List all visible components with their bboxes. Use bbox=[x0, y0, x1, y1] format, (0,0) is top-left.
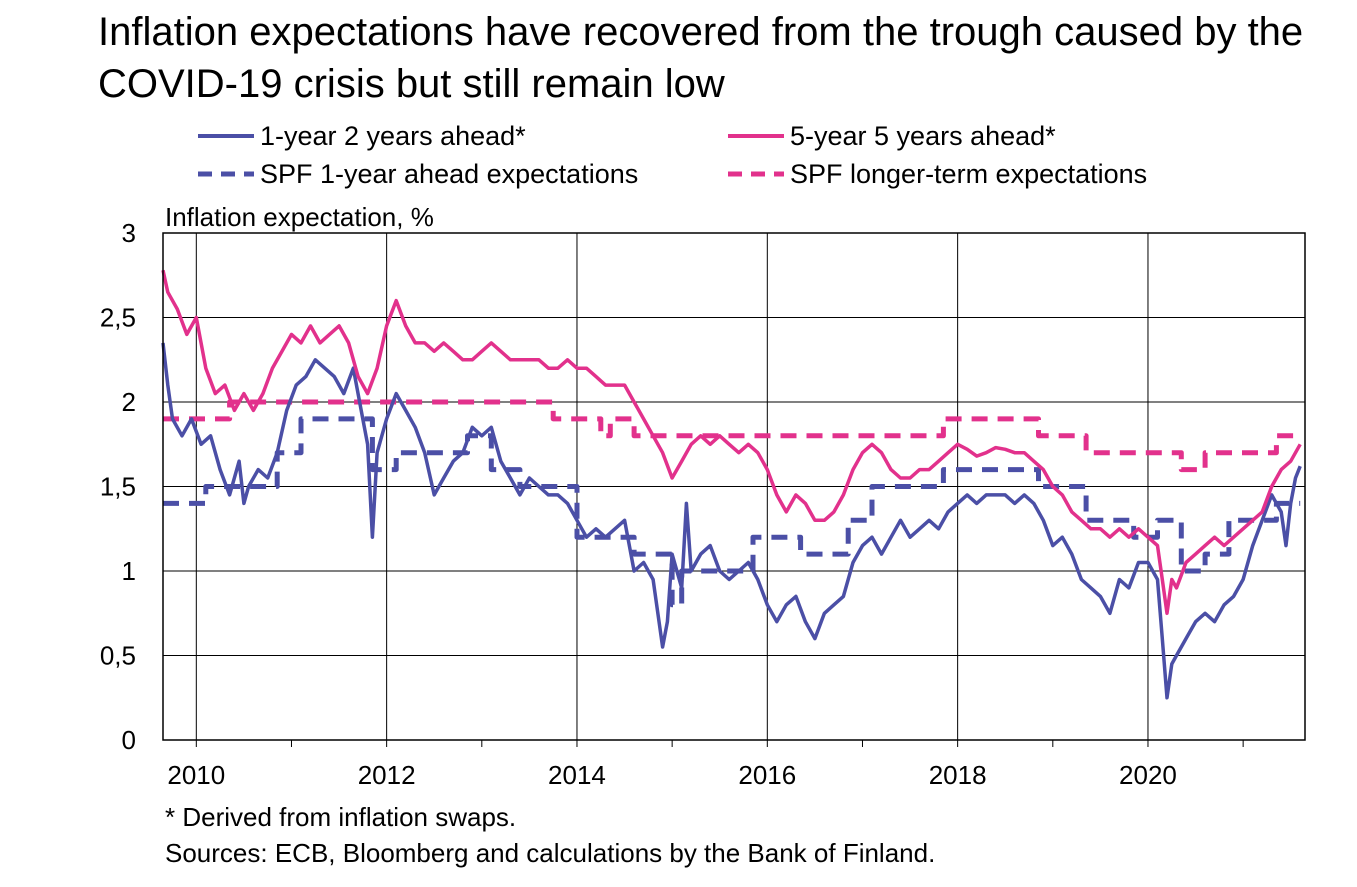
y-tick-label: 1,5 bbox=[100, 472, 136, 502]
y-tick-label: 0,5 bbox=[100, 641, 136, 671]
legend-label: 1-year 2 years ahead* bbox=[260, 120, 526, 151]
legend-swatch-dashed-pink bbox=[728, 171, 784, 177]
y-tick-label: 2 bbox=[122, 387, 136, 417]
grid-layer bbox=[163, 232, 1305, 741]
series-line-1-year-2-years-ahead bbox=[161, 342, 1302, 700]
x-tick-label: 2012 bbox=[358, 760, 416, 790]
sources-note: Sources: ECB, Bloomberg and calculations… bbox=[165, 838, 936, 868]
legend-label: SPF longer-term expectations bbox=[790, 158, 1148, 189]
plot-frame bbox=[162, 232, 1306, 741]
y-tick-label: 1 bbox=[122, 556, 136, 586]
legend-item-1y2y: 1-year 2 years ahead* bbox=[198, 116, 526, 156]
y-axis-label: Inflation expectation, % bbox=[165, 202, 434, 232]
y-tick-label: 0 bbox=[122, 725, 136, 755]
chart-title: Inflation expectations have recovered fr… bbox=[98, 10, 1304, 106]
legend-label: 5-year 5 years ahead* bbox=[790, 120, 1056, 151]
series-line-spf-1-year-ahead-expectations bbox=[163, 416, 1301, 608]
legend: 1-year 2 years ahead* 5-year 5 years ahe… bbox=[0, 0, 1357, 200]
legend-item-5y5y: 5-year 5 years ahead* bbox=[728, 116, 1056, 156]
axis-layer: 0 0,5 1 1,5 2 2,5 3 2010 2012 2014 2016 2018 2020 bbox=[100, 218, 1306, 790]
x-tick-label: 2020 bbox=[1119, 760, 1177, 790]
legend-swatch-solid-pink bbox=[728, 134, 784, 138]
series-layer bbox=[161, 269, 1302, 700]
legend-item-spf-1y: SPF 1-year ahead expectations bbox=[198, 154, 638, 194]
footnote: * Derived from inflation swaps. bbox=[165, 802, 517, 832]
y-tick-label: 2,5 bbox=[100, 303, 136, 333]
series-line-spf-longer-term-expectations bbox=[163, 399, 1301, 473]
x-tick-label: 2010 bbox=[167, 760, 225, 790]
series-line-5-year-5-years-ahead bbox=[161, 269, 1302, 616]
x-tick-label: 2016 bbox=[738, 760, 796, 790]
x-tick-label: 2014 bbox=[548, 760, 606, 790]
legend-swatch-solid-blue bbox=[198, 134, 254, 138]
legend-label: SPF 1-year ahead expectations bbox=[260, 158, 639, 189]
x-tick-label: 2018 bbox=[929, 760, 987, 790]
legend-swatch-dashed-blue bbox=[198, 171, 254, 177]
legend-item-spf-long: SPF longer-term expectations bbox=[728, 154, 1147, 194]
y-tick-label: 3 bbox=[122, 218, 136, 248]
